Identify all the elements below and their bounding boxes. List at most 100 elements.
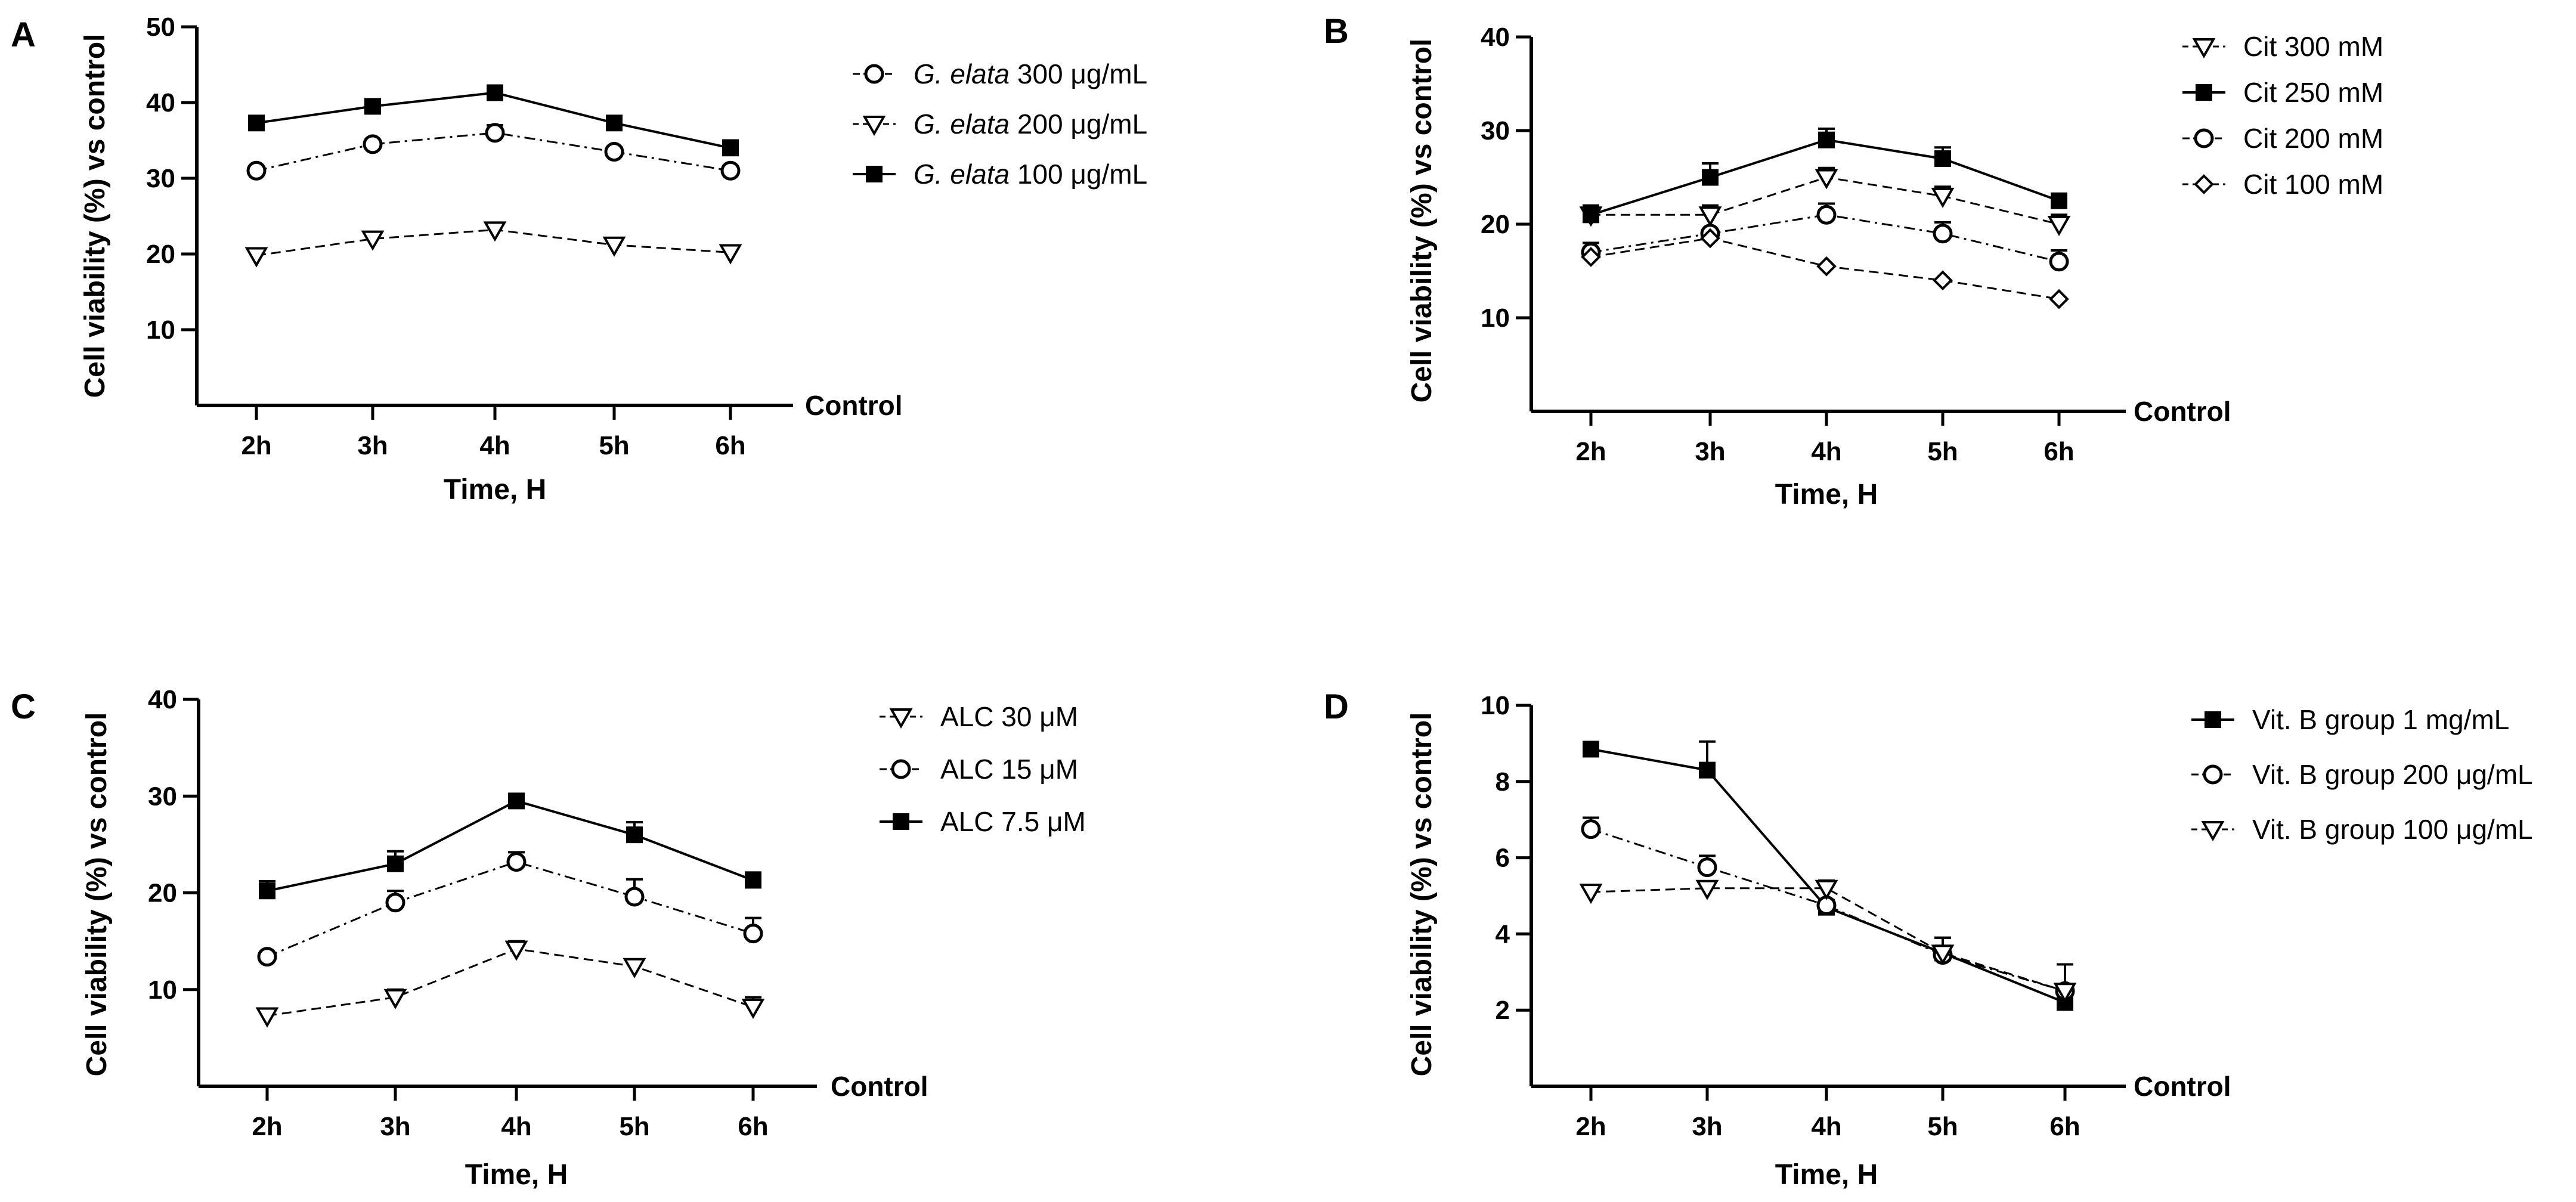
legend-marker bbox=[891, 759, 911, 779]
y-tick-label: 30 bbox=[1481, 116, 1510, 145]
legend-label-text: Vit. B group 1 mg/mL bbox=[2252, 704, 2509, 735]
data-point bbox=[259, 882, 275, 900]
series-1 bbox=[246, 123, 741, 181]
legend-label-text: Cit 100 mM bbox=[2243, 169, 2383, 200]
panel-letter: A bbox=[11, 16, 36, 54]
legend-item: Cit 300 mM bbox=[2182, 31, 2383, 62]
data-point bbox=[485, 123, 505, 143]
legend-item: ALC 7.5 μM bbox=[880, 806, 1086, 837]
y-tick-label: 40 bbox=[148, 685, 177, 714]
series-1 bbox=[255, 940, 765, 1028]
legend-marker bbox=[2201, 821, 2225, 842]
legend-marker bbox=[2203, 764, 2223, 785]
legend-label: Cit 250 mM bbox=[2243, 77, 2383, 108]
series-3 bbox=[259, 792, 761, 900]
data-point bbox=[383, 989, 407, 1009]
legend-label: ALC 15 μM bbox=[940, 754, 1078, 785]
panel-d: D 2 4 6 8 10 2h 3h 4h 5h 6h Control Time, H Cell viab… bbox=[1324, 687, 2533, 1191]
panel-letter: D bbox=[1324, 687, 1349, 726]
x-axis-title: Time, H bbox=[465, 1159, 568, 1191]
y-tick-label: 20 bbox=[148, 879, 177, 908]
legend-label: ALC 7.5 μM bbox=[940, 806, 1086, 837]
data-point bbox=[1579, 884, 1603, 904]
x-axis-control-label: Control bbox=[2134, 1071, 2231, 1102]
legend-label-text: Cit 200 mM bbox=[2243, 123, 2383, 154]
series-3 bbox=[248, 84, 739, 157]
x-tick-label: 3h bbox=[357, 431, 388, 460]
y-tick-label: 20 bbox=[1481, 210, 1510, 239]
legend-marker bbox=[864, 64, 884, 84]
data-point bbox=[1818, 131, 1835, 148]
data-point bbox=[2051, 192, 2067, 209]
panel-a: A 10 20 30 40 50 2h 3h 4h 5h 6h Control Time, H Cell … bbox=[11, 13, 1147, 506]
legend-item: Cit 250 mM bbox=[2182, 77, 2383, 108]
legend-label: Cit 200 mM bbox=[2243, 123, 2383, 154]
data-point bbox=[624, 887, 645, 907]
x-tick-label: 2h bbox=[241, 431, 271, 460]
data-point bbox=[387, 855, 404, 872]
legend-label: Vit. B group 100 μg/mL bbox=[2252, 814, 2533, 845]
data-point bbox=[604, 142, 624, 162]
data-point bbox=[1583, 206, 1599, 224]
data-point bbox=[1697, 857, 1717, 878]
data-point bbox=[246, 160, 267, 181]
legend-label-text: Cit 250 mM bbox=[2243, 77, 2383, 108]
legend-label: G. elata 100 μg/mL bbox=[914, 159, 1147, 190]
x-tick-label: 3h bbox=[1695, 437, 1725, 466]
legend-label: Vit. B group 1 mg/mL bbox=[2252, 704, 2509, 735]
legend-marker bbox=[866, 166, 883, 182]
data-point bbox=[244, 247, 268, 268]
data-point bbox=[255, 1007, 279, 1028]
data-point bbox=[623, 958, 646, 978]
legend-item: Vit. B group 200 μg/mL bbox=[2191, 759, 2533, 790]
data-point bbox=[257, 947, 277, 967]
legend-label-text: ALC 30 μM bbox=[940, 701, 1078, 732]
x-tick-label: 6h bbox=[738, 1112, 768, 1141]
legend-marker bbox=[2205, 711, 2221, 728]
panel-b: B 10 20 30 40 2h 3h 4h 5h 6h Control Time, H Cell vi… bbox=[1324, 12, 2383, 510]
legend-label-text: ALC 7.5 μM bbox=[940, 806, 1086, 837]
x-tick-label: 5h bbox=[1927, 437, 1958, 466]
data-point bbox=[606, 114, 623, 132]
legend-marker bbox=[889, 708, 913, 729]
data-point bbox=[602, 236, 626, 257]
data-point bbox=[1699, 761, 1716, 779]
x-tick-label: 2h bbox=[252, 1112, 282, 1141]
data-point bbox=[745, 872, 761, 889]
y-tick-label: 20 bbox=[146, 240, 175, 269]
series-line bbox=[267, 948, 754, 1017]
data-point bbox=[1933, 270, 1953, 291]
y-axis-title: Cell viability (%) vs control bbox=[81, 712, 113, 1077]
data-point bbox=[1581, 247, 1601, 267]
data-point bbox=[1931, 944, 1955, 965]
panel-letter: B bbox=[1324, 12, 1349, 51]
data-point bbox=[504, 940, 528, 961]
y-tick-label: 4 bbox=[1496, 919, 1510, 949]
x-tick-label: 6h bbox=[2044, 437, 2074, 466]
y-tick-label: 10 bbox=[146, 315, 175, 345]
data-point bbox=[1695, 879, 1719, 900]
legend-marker bbox=[2192, 38, 2216, 59]
legend-marker bbox=[893, 813, 909, 830]
y-axis-title: Cell viability (%) vs control bbox=[79, 34, 111, 398]
series-3 bbox=[1579, 879, 2077, 1003]
panel-c: C 10 20 30 40 2h 3h 4h 5h 6h Control Time, H Cell vi… bbox=[11, 685, 1086, 1191]
y-tick-label: 10 bbox=[1481, 691, 1510, 720]
data-point bbox=[743, 924, 763, 944]
data-point bbox=[722, 140, 739, 157]
data-point bbox=[2049, 252, 2069, 272]
x-tick-label: 6h bbox=[715, 431, 745, 460]
series-2 bbox=[1581, 816, 2075, 1001]
data-point bbox=[2053, 983, 2077, 1003]
y-tick-label: 30 bbox=[146, 164, 175, 193]
data-point bbox=[361, 230, 385, 251]
data-point bbox=[626, 826, 643, 844]
legend-label-text: Cit 300 mM bbox=[2243, 31, 2383, 62]
data-point bbox=[363, 134, 383, 154]
data-point bbox=[487, 84, 503, 101]
legend-item: G. elata 300 μg/mL bbox=[853, 58, 1147, 89]
legend: ALC 30 μM ALC 15 μM ALC 7.5 μM bbox=[880, 701, 1086, 837]
x-tick-label: 6h bbox=[2049, 1112, 2080, 1141]
series-2 bbox=[257, 851, 763, 967]
